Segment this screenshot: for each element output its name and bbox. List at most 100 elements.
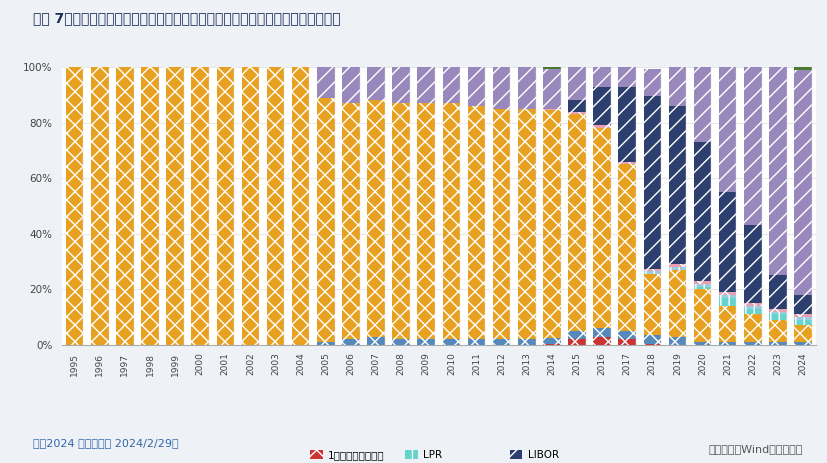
Bar (317, 67, 334, 98)
Bar (217, 67, 234, 345)
Bar (668, 270, 686, 337)
Bar (643, 335, 660, 344)
Bar (543, 110, 560, 338)
Bar (191, 67, 208, 345)
Bar (693, 281, 710, 284)
Bar (718, 342, 735, 345)
Bar (567, 100, 585, 112)
Bar (367, 337, 385, 345)
Bar (743, 225, 761, 303)
Bar (593, 128, 610, 328)
Bar (643, 271, 660, 274)
Bar (417, 67, 434, 103)
Bar (618, 331, 635, 339)
Bar (618, 87, 635, 162)
Bar (266, 67, 284, 345)
Bar (693, 289, 710, 342)
Bar (392, 103, 409, 339)
Bar (718, 192, 735, 292)
Bar (743, 303, 761, 306)
Bar (693, 142, 710, 281)
Bar (492, 109, 509, 339)
Bar (668, 106, 686, 264)
Bar (567, 64, 585, 100)
Bar (367, 100, 385, 337)
Bar (718, 306, 735, 342)
Bar (467, 106, 485, 339)
Bar (718, 67, 735, 192)
Bar (367, 67, 385, 100)
Bar (718, 292, 735, 295)
Bar (793, 70, 810, 295)
Bar (417, 103, 434, 339)
Bar (492, 339, 509, 345)
Bar (442, 67, 460, 103)
Bar (618, 339, 635, 345)
Text: 资料来源：Wind，兴业研究: 资料来源：Wind，兴业研究 (708, 444, 802, 454)
Bar (793, 342, 810, 345)
Bar (342, 67, 359, 103)
Bar (768, 64, 786, 275)
Bar (116, 67, 133, 345)
Bar (392, 339, 409, 345)
Bar (567, 339, 585, 345)
Bar (693, 287, 710, 289)
Bar (593, 337, 610, 345)
Bar (793, 67, 810, 70)
Bar (342, 103, 359, 339)
Bar (768, 342, 786, 345)
Bar (317, 342, 334, 345)
Bar (643, 274, 660, 335)
Bar (141, 67, 159, 345)
Bar (543, 109, 560, 110)
Bar (518, 109, 535, 339)
Bar (543, 338, 560, 344)
Bar (442, 103, 460, 339)
Bar (467, 67, 485, 106)
Bar (768, 314, 786, 320)
Legend: 1年期贷款基准利率, 各期限贷款利率, 各期限定期存款利率, LPR, 资金利率, 中债国债/国开债收益率, LIBOR, SHIBOR, 其他: 1年期贷款基准利率, 各期限贷款利率, 各期限定期存款利率, LPR, 资金利率… (310, 450, 566, 463)
Bar (768, 312, 786, 314)
Bar (743, 314, 761, 342)
Bar (518, 339, 535, 345)
Bar (66, 67, 84, 345)
Bar (292, 67, 309, 345)
Bar (768, 275, 786, 309)
Bar (768, 320, 786, 342)
Bar (392, 67, 409, 103)
Bar (693, 284, 710, 287)
Text: 图表 7：以不同标的为基准利率的浮息债规模占浮息债市场总规模的比例变化情况: 图表 7：以不同标的为基准利率的浮息债规模占浮息债市场总规模的比例变化情况 (33, 12, 341, 25)
Bar (317, 98, 334, 342)
Bar (668, 267, 686, 270)
Bar (567, 112, 585, 114)
Bar (593, 328, 610, 337)
Bar (543, 69, 560, 109)
Bar (718, 298, 735, 306)
Bar (793, 314, 810, 317)
Bar (743, 306, 761, 309)
Bar (593, 87, 610, 125)
Bar (166, 67, 184, 345)
Bar (718, 295, 735, 298)
Bar (768, 62, 786, 64)
Bar (241, 67, 259, 345)
Bar (793, 317, 810, 320)
Bar (567, 331, 585, 339)
Bar (342, 339, 359, 345)
Bar (643, 269, 660, 271)
Bar (442, 339, 460, 345)
Bar (668, 67, 686, 106)
Bar (492, 67, 509, 109)
Bar (618, 164, 635, 331)
Bar (668, 337, 686, 345)
Bar (768, 309, 786, 312)
Bar (518, 67, 535, 109)
Bar (693, 67, 710, 142)
Bar (743, 309, 761, 314)
Bar (793, 320, 810, 325)
Bar (593, 59, 610, 87)
Bar (593, 125, 610, 128)
Bar (618, 62, 635, 87)
Bar (793, 325, 810, 342)
Bar (467, 339, 485, 345)
